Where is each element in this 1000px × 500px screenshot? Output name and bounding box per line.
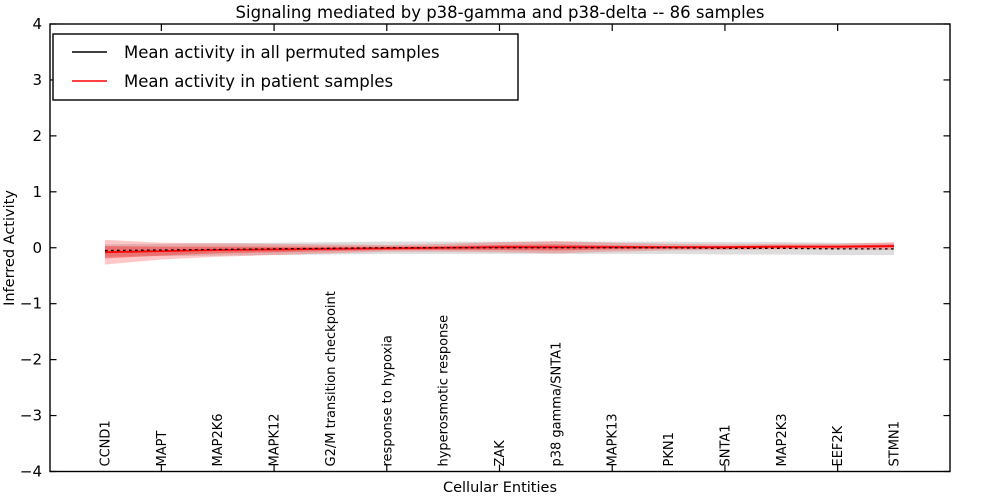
y-tick-label: −2 [20, 351, 42, 369]
x-category-label: MAPT [155, 431, 170, 467]
x-category-label: MAP2K6 [211, 413, 226, 466]
y-tick-label: 1 [32, 183, 42, 201]
legend: Mean activity in all permuted samples Me… [52, 33, 519, 101]
x-category-label: SNTA1 [718, 424, 733, 466]
y-tick-label: 3 [32, 71, 42, 89]
y-axis-label: Inferred Activity [2, 190, 18, 306]
x-category-label: MAPK12 [268, 413, 283, 466]
y-tick-label: −1 [20, 295, 42, 313]
x-category-label: STMN1 [888, 421, 903, 466]
y-tick-label: 2 [32, 127, 42, 145]
y-tick-label: 4 [32, 15, 42, 33]
x-category-label: ZAK [493, 440, 508, 467]
x-category-label: response to hypoxia [380, 335, 395, 466]
y-tick-label: −4 [20, 463, 42, 481]
x-category-label: hyperosmotic response [437, 315, 452, 467]
confidence-band [105, 241, 894, 257]
y-tick-label: 0 [32, 239, 42, 257]
x-category-label: CCND1 [99, 420, 114, 466]
x-category-label: MAPK13 [606, 413, 621, 466]
legend-box [52, 33, 519, 101]
legend-label-permuted: Mean activity in all permuted samples [124, 43, 440, 62]
x-axis-label: Cellular Entities [443, 480, 557, 496]
x-category-label: p38 gamma/SNTA1 [549, 342, 564, 467]
x-category-label: G2/M transition checkpoint [324, 291, 339, 466]
patient-mean-line [104, 245, 895, 254]
plot-area: 4 3 2 1 0 −1 −2 −3 −4 CCND1 MAPT MAP2K6 MAPK12 G2/M t… [20, 15, 950, 481]
x-category-label: PKN1 [662, 432, 677, 466]
confidence-band [105, 239, 894, 265]
plot-frame [49, 23, 951, 473]
x-category-label: MAP2K3 [775, 413, 790, 466]
x-category-label: EEF2K [831, 425, 846, 466]
y-tick-label: −3 [20, 407, 42, 425]
chart-title: Signaling mediated by p38-gamma and p38-… [236, 3, 765, 22]
legend-label-patient: Mean activity in patient samples [124, 72, 393, 91]
